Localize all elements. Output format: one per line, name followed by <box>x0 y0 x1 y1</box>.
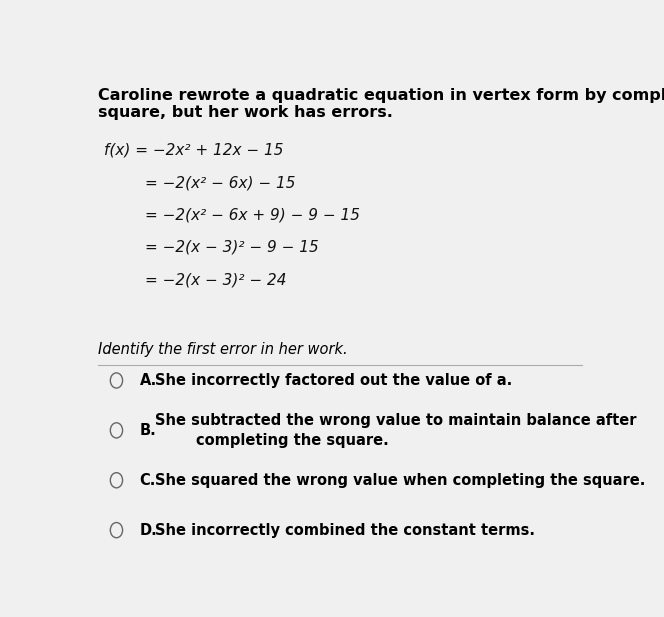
Text: She incorrectly factored out the value of a.: She incorrectly factored out the value o… <box>155 373 513 388</box>
Text: square, but her work has errors.: square, but her work has errors. <box>98 105 393 120</box>
Text: She subtracted the wrong value to maintain balance after
        completing the : She subtracted the wrong value to mainta… <box>155 413 637 448</box>
Text: = −2(x − 3)² − 9 − 15: = −2(x − 3)² − 9 − 15 <box>145 240 319 255</box>
Text: She squared the wrong value when completing the square.: She squared the wrong value when complet… <box>155 473 645 488</box>
Text: Identify the first error in her work.: Identify the first error in her work. <box>98 342 348 357</box>
Text: D.: D. <box>139 523 157 537</box>
Text: She incorrectly combined the constant terms.: She incorrectly combined the constant te… <box>155 523 535 537</box>
Text: B.: B. <box>139 423 156 438</box>
Text: C.: C. <box>139 473 156 488</box>
Text: = −2(x − 3)² − 24: = −2(x − 3)² − 24 <box>145 272 286 287</box>
Text: Caroline rewrote a quadratic equation in vertex form by completing the: Caroline rewrote a quadratic equation in… <box>98 88 664 103</box>
Text: A.: A. <box>139 373 157 388</box>
Text: = −2(x² − 6x) − 15: = −2(x² − 6x) − 15 <box>145 175 295 190</box>
Text: = −2(x² − 6x + 9) − 9 − 15: = −2(x² − 6x + 9) − 9 − 15 <box>145 207 360 223</box>
Text: f(x) = −2x² + 12x − 15: f(x) = −2x² + 12x − 15 <box>104 143 283 158</box>
